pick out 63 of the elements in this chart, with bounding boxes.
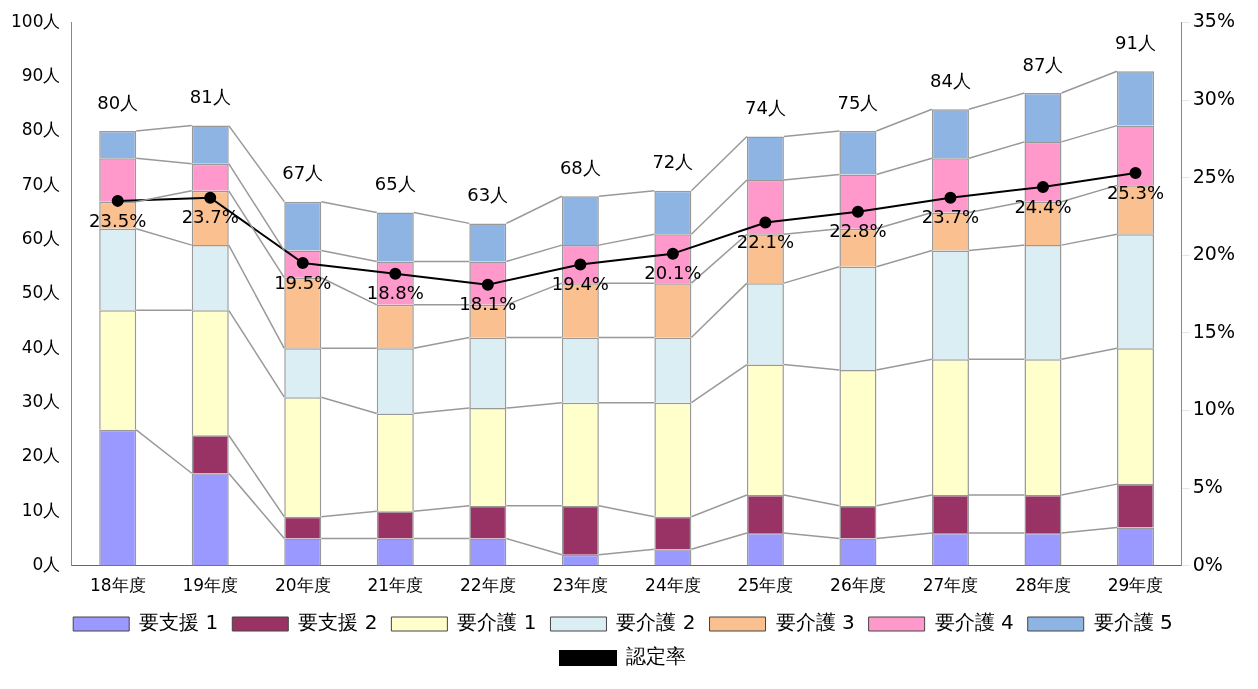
annotation: 81人: [189, 86, 231, 108]
legend-label: 要介護 2: [616, 610, 696, 635]
x-tick-label: 20年度: [274, 575, 331, 596]
legend-label: 要介護 3: [775, 610, 855, 635]
annotation: 67人: [282, 162, 324, 184]
data-label: 23.5%: [89, 209, 147, 231]
annotation: 74人: [744, 97, 786, 119]
y-tick-label: 0人: [32, 554, 61, 575]
x-tick-label: 25年度: [737, 575, 794, 596]
data-label: 19.4%: [551, 273, 609, 295]
x-tick-label: 22年度: [460, 575, 516, 596]
x-tick-label: 27年度: [922, 575, 979, 596]
y2-tick-label: 5%: [1192, 474, 1223, 497]
x-tick-label: 29年度: [1107, 575, 1164, 596]
data-label: 18.8%: [366, 282, 424, 304]
data-label: 23.7%: [921, 206, 980, 228]
y2-tick-label: 35%: [1192, 9, 1235, 32]
annotation: 68人: [559, 156, 601, 178]
annotation: 87人: [1022, 53, 1064, 75]
annotation: 65人: [374, 173, 416, 195]
x-tick-label: 23年度: [552, 575, 609, 596]
y2-tick-label: 20%: [1192, 242, 1235, 265]
annotation: 80人: [97, 91, 139, 113]
data-label: 22.8%: [829, 220, 887, 242]
y2-tick-label: 25%: [1192, 164, 1235, 187]
y-tick-label: 60人: [21, 228, 61, 249]
x-tick-label: 21年度: [367, 575, 424, 596]
data-label: 20.1%: [644, 262, 702, 284]
legend-label: 要支援 1: [139, 610, 219, 635]
y2-tick-label: 30%: [1192, 86, 1235, 109]
legend-label: 要支援 2: [298, 610, 378, 635]
annotation: 63人: [467, 184, 509, 206]
data-label: 23.7%: [181, 206, 239, 228]
y-tick-label: 100人: [10, 10, 61, 31]
x-tick-label: 19年度: [182, 575, 239, 596]
x-tick-label: 24年度: [645, 575, 701, 596]
data-label: 25.3%: [1106, 181, 1165, 203]
y-tick-label: 90人: [21, 65, 61, 86]
annotation: 72人: [652, 151, 694, 173]
data-label: 18.1%: [459, 293, 517, 315]
legend-label: 認定率: [626, 644, 686, 669]
data-label: 24.4%: [1014, 195, 1072, 217]
y-tick-label: 20人: [21, 445, 61, 466]
y-tick-label: 70人: [21, 173, 61, 194]
legend-label: 要介護 5: [1093, 610, 1173, 635]
y-tick-label: 50人: [21, 282, 61, 303]
data-label: 19.5%: [274, 271, 332, 293]
data-label: 22.1%: [736, 231, 794, 253]
annotation: 84人: [930, 69, 971, 91]
x-tick-label: 18年度: [89, 575, 146, 596]
y2-tick-label: 10%: [1192, 397, 1235, 420]
annotation: 91人: [1115, 31, 1156, 53]
x-tick-label: 28年度: [1015, 575, 1071, 596]
y-tick-label: 40人: [21, 336, 61, 357]
y-tick-label: 30人: [21, 391, 61, 412]
annotation: 75人: [837, 91, 879, 113]
y2-tick-label: 0%: [1192, 552, 1223, 575]
x-tick-label: 26年度: [830, 575, 886, 596]
legend-label: 要介護 1: [457, 610, 537, 635]
y2-tick-label: 15%: [1192, 319, 1235, 342]
legend-label: 要介護 4: [934, 610, 1014, 635]
y-tick-label: 80人: [21, 119, 61, 140]
y-tick-label: 10人: [21, 499, 61, 520]
